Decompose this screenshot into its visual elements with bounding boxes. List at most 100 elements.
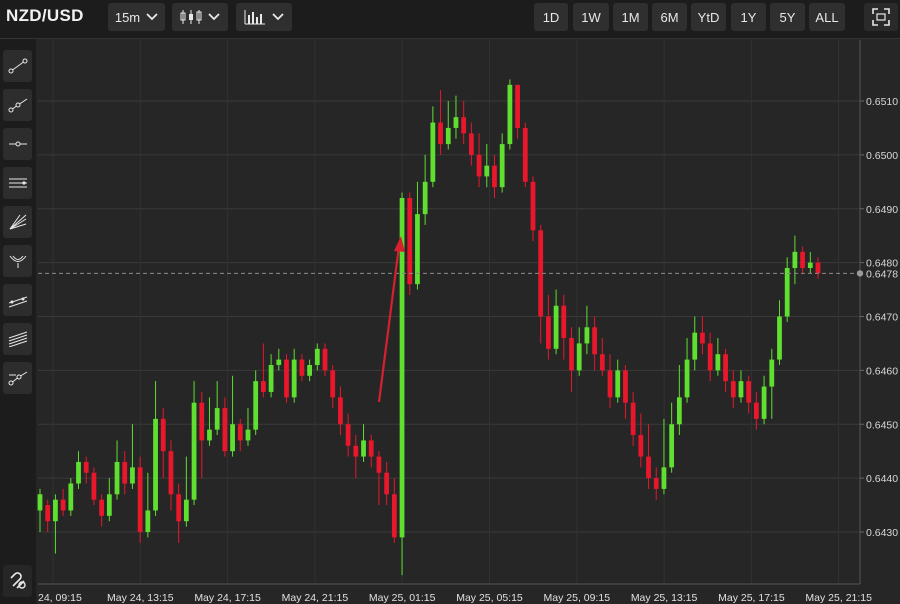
fan-tool[interactable] <box>3 206 32 238</box>
candle <box>176 483 182 543</box>
candle-body-down <box>91 472 97 500</box>
candle <box>322 343 328 376</box>
candle <box>168 440 174 511</box>
annotation-arrow[interactable] <box>377 236 405 403</box>
candle <box>361 424 366 462</box>
y-tick-label: 0.6470 <box>866 312 898 324</box>
candle <box>106 478 112 522</box>
candle-body-down <box>623 370 628 403</box>
arrow-head <box>394 236 405 252</box>
x-tick-label: May 24, 17:15 <box>194 592 261 604</box>
candle <box>638 413 644 468</box>
y-tick-label: 0.6510 <box>866 96 898 108</box>
pitchfork-icon <box>9 255 26 268</box>
range-6m-button[interactable]: 6M <box>652 3 687 31</box>
range-1m-button[interactable]: 1M <box>613 3 648 31</box>
candle <box>307 359 312 382</box>
fullscreen-icon <box>872 8 890 26</box>
last-price-label: 0.6478 <box>866 268 898 280</box>
candle-body-down <box>137 467 143 532</box>
chevron-down-icon <box>272 13 284 21</box>
horizontal-line-tool[interactable] <box>3 128 32 160</box>
candle-body-down <box>515 84 520 128</box>
candle <box>684 338 690 403</box>
candle <box>476 133 482 188</box>
candle <box>276 348 282 371</box>
candle <box>599 338 605 376</box>
range-1d-button[interactable]: 1D <box>534 3 568 31</box>
range-1w-button[interactable]: 1W <box>573 3 609 31</box>
candle <box>707 332 713 382</box>
x-tick-label: May 25, 09:15 <box>544 592 611 604</box>
candle-body-down <box>83 461 89 473</box>
candle-body-down <box>353 445 359 457</box>
candle-body-up <box>615 370 621 398</box>
indicators-dropdown[interactable] <box>236 3 292 31</box>
candle <box>391 478 397 543</box>
candle <box>800 246 805 274</box>
candle <box>237 418 243 452</box>
candle <box>438 90 443 155</box>
y-tick-label: 0.6480 <box>866 258 898 270</box>
candle <box>160 408 166 479</box>
trend-line-icon <box>8 58 27 74</box>
candle-body-down <box>438 122 443 145</box>
candle-body-down <box>60 499 66 511</box>
candle-body-up <box>130 467 135 484</box>
candle-body-down <box>99 499 105 516</box>
candle <box>715 338 721 376</box>
fib-channel-tool[interactable] <box>3 323 32 355</box>
y-tick-label: 0.6430 <box>866 527 898 539</box>
candle <box>546 294 551 360</box>
candle-body-down <box>730 381 736 398</box>
candle-body-up <box>153 418 158 511</box>
candle <box>268 354 274 398</box>
pitchfork-tool[interactable] <box>3 245 32 277</box>
ray-tool[interactable] <box>3 89 32 121</box>
parallel-channel-tool[interactable] <box>3 167 32 199</box>
candle <box>207 397 212 446</box>
candle-body-up <box>191 402 197 500</box>
candle <box>384 461 390 506</box>
arrow-shaft <box>377 245 401 403</box>
candle-body-up <box>576 343 582 371</box>
candle <box>53 494 58 554</box>
x-tick-label: May 25, 13:15 <box>631 592 698 604</box>
interval-dropdown[interactable]: 15m <box>108 3 165 31</box>
candle <box>615 359 621 403</box>
candle <box>430 106 436 188</box>
candle-body-down <box>653 478 659 489</box>
candle <box>700 316 705 355</box>
candle <box>191 381 197 506</box>
chart-type-dropdown[interactable] <box>172 3 228 31</box>
path-tool[interactable] <box>3 362 32 394</box>
candle-body-down <box>746 381 752 403</box>
symbol-title[interactable]: NZD/USD <box>6 6 84 25</box>
candle-body-down <box>461 117 467 134</box>
range-1y-button[interactable]: 1Y <box>731 3 766 31</box>
candle-body-down <box>492 165 497 188</box>
candle-body-down <box>561 305 567 339</box>
magnet-tool[interactable] <box>3 565 32 597</box>
candle-body-up <box>661 467 667 489</box>
y-tick-label: 0.6450 <box>866 419 898 431</box>
candle-body-down <box>646 456 651 479</box>
x-tick-label: May 24, 13:15 <box>107 592 174 604</box>
candle <box>376 451 382 506</box>
candle <box>753 391 759 430</box>
candle <box>584 305 590 355</box>
candle <box>669 402 675 473</box>
range-ytd-button[interactable]: YtD <box>691 3 726 31</box>
chart-grid <box>38 40 860 584</box>
candle <box>153 381 158 516</box>
candle-body-down <box>546 316 551 349</box>
candle-body-down <box>592 327 598 355</box>
range-all-button[interactable]: ALL <box>809 3 845 31</box>
trend-line-tool[interactable] <box>3 50 32 82</box>
range-5y-button[interactable]: 5Y <box>770 3 805 31</box>
fullscreen-button[interactable] <box>864 3 898 31</box>
regression-channel-tool[interactable] <box>3 284 32 316</box>
candle <box>730 370 736 409</box>
candle <box>60 488 66 516</box>
